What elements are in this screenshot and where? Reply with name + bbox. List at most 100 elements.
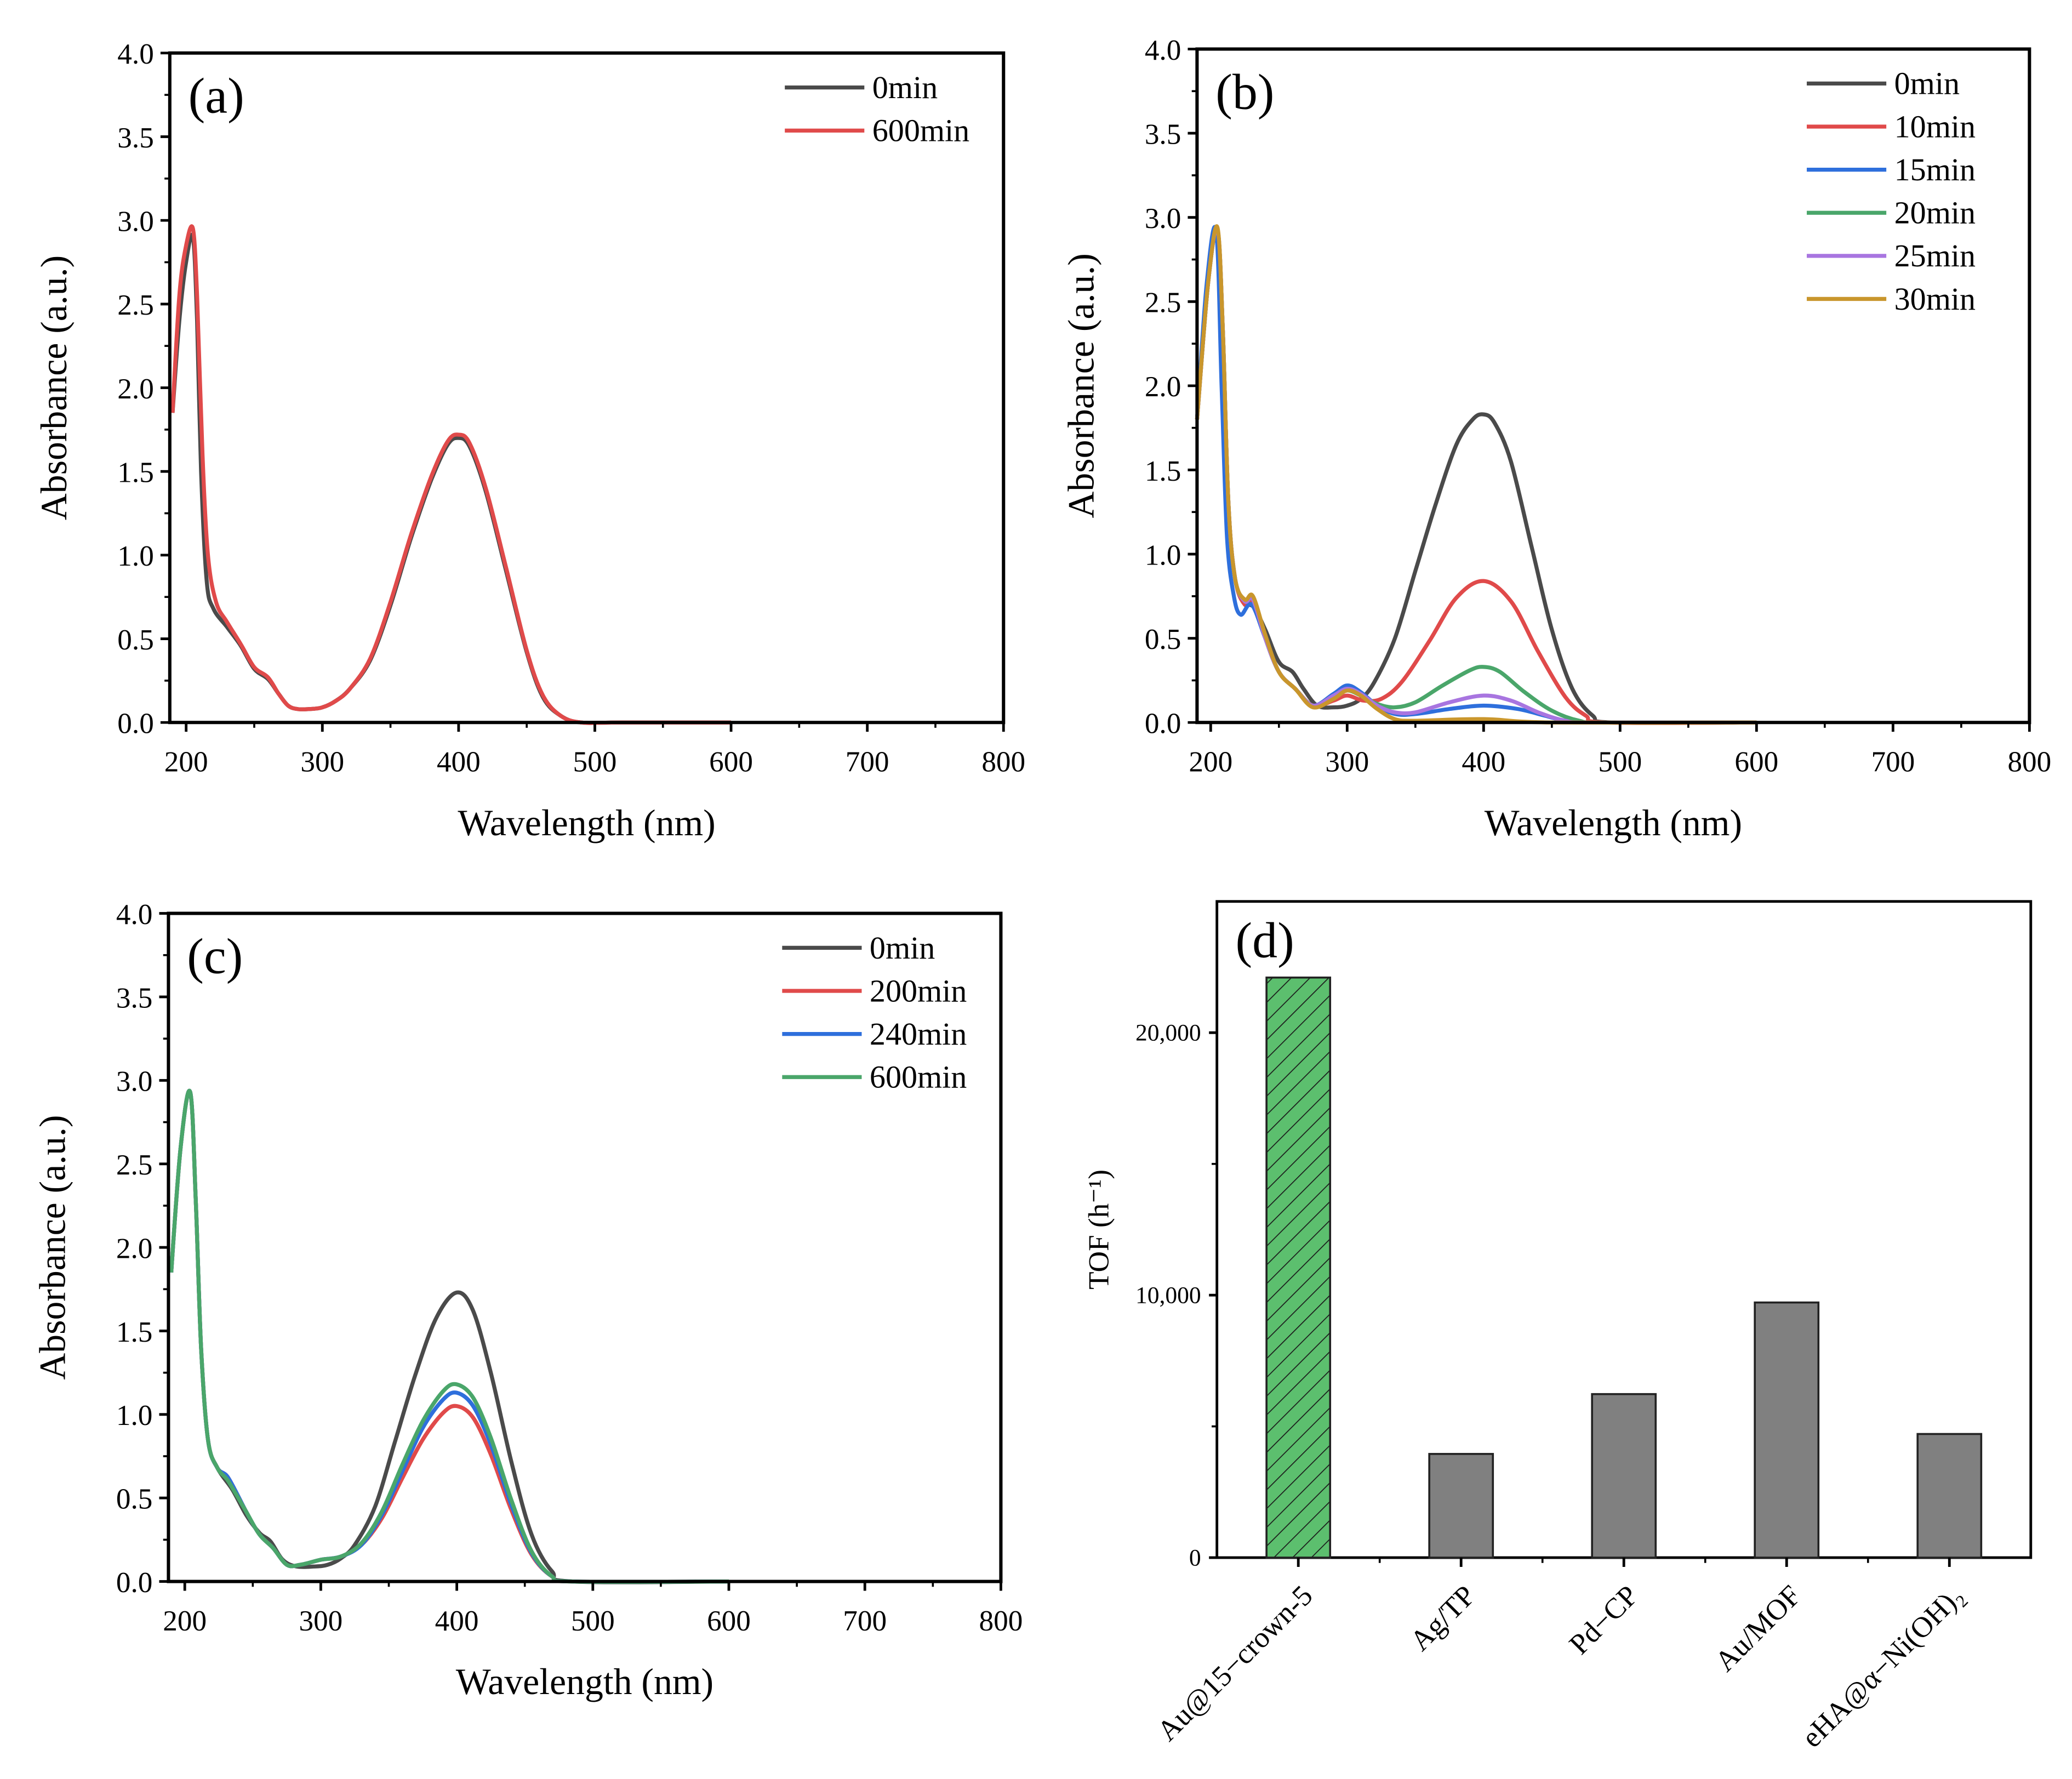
series-line-600min (170, 224, 731, 725)
legend-label-20min: 20min (1894, 195, 1976, 231)
y-tick-label: 0.0 (1145, 708, 1181, 740)
x-tick-label: 200 (1189, 746, 1232, 778)
y-axis-title: Absorbance (a.u.) (33, 255, 75, 520)
series-line-200min (169, 1088, 729, 1584)
y-tick-label: 0.5 (1145, 623, 1181, 655)
y-tick-label: 2.0 (1145, 370, 1181, 403)
y-tick-label: 1.5 (1145, 455, 1181, 487)
x-axis-title: Wavelength (nm) (458, 802, 715, 843)
plot-frame (168, 51, 1006, 725)
x-tick-label: 200 (164, 746, 208, 778)
panel-a: 200 300 400 500 600 700 800 0.0 0.5 1.0 1.5 2.0 2.5 3… (33, 38, 1025, 843)
y-tick-label: 2.5 (116, 1149, 153, 1181)
legend-label-600min: 600min (872, 113, 969, 149)
x-tick-label: 600 (707, 1605, 751, 1637)
category-label: Pd−CP (1563, 1579, 1645, 1661)
x-tick-label: 800 (981, 746, 1025, 778)
bar-4 (1916, 1433, 1983, 1559)
y-axis-title: TOF (h⁻¹) (1082, 1170, 1115, 1290)
panel-label: (c) (187, 928, 243, 984)
x-tick-label: 500 (573, 746, 617, 778)
x-tick-label: 800 (979, 1605, 1023, 1637)
x-axis-title: Wavelength (nm) (1485, 802, 1742, 843)
y-tick-label: 10,000 (1135, 1282, 1201, 1309)
y-tick-label: 1.0 (116, 1399, 153, 1432)
y-tick-label: 3.0 (117, 205, 154, 237)
legend-label-30min: 30min (1894, 281, 1976, 317)
y-tick-label: 1.0 (1145, 539, 1181, 571)
y-tick-label: 2.0 (117, 373, 154, 405)
x-tick-label: 700 (846, 746, 889, 778)
y-tick-label: 3.0 (1145, 202, 1181, 235)
x-tick-label: 700 (843, 1605, 887, 1637)
panel-label: (d) (1236, 912, 1294, 968)
legend-label-25min: 25min (1894, 238, 1976, 273)
y-tick-label: 2.5 (117, 289, 154, 321)
series-line-25min (1195, 226, 1757, 725)
y-tick-label: 2.5 (1145, 287, 1181, 319)
x-tick-label: 600 (1734, 746, 1778, 778)
legend-label-0min: 0min (1894, 66, 1960, 101)
y-tick-label: 0.5 (116, 1483, 153, 1515)
y-tick-label: 2.0 (116, 1232, 153, 1264)
y-tick-label: 3.0 (116, 1065, 153, 1098)
series-line-600min (169, 1088, 729, 1584)
y-tick-label: 0.0 (116, 1566, 153, 1599)
series-line-10min (1195, 226, 1757, 725)
y-tick-label: 3.5 (117, 122, 154, 154)
plot-frame (167, 911, 1003, 1583)
x-tick-label: 800 (2007, 746, 2051, 778)
legend-label-0min: 0min (872, 70, 938, 105)
x-tick-label: 200 (163, 1605, 207, 1637)
legend-label-200min: 200min (870, 973, 967, 1008)
legend-label-240min: 240min (870, 1016, 967, 1052)
category-label: Au@15−crown-5 (1151, 1579, 1319, 1747)
bar-2 (1591, 1393, 1657, 1559)
legend-label-10min: 10min (1894, 109, 1976, 144)
x-tick-label: 400 (437, 746, 481, 778)
panel-label: (a) (189, 68, 244, 124)
y-axis-title: Absorbance (a.u.) (1061, 253, 1102, 518)
y-axis-title: Absorbance (a.u.) (32, 1115, 73, 1379)
x-tick-label: 700 (1871, 746, 1915, 778)
y-tick-label: 4.0 (116, 898, 153, 931)
x-axis-title: Wavelength (nm) (456, 1661, 714, 1702)
y-tick-label: 1.0 (117, 540, 154, 572)
x-tick-label: 300 (299, 1605, 343, 1637)
bar-3 (1754, 1301, 1820, 1559)
y-tick-label: 0.0 (117, 708, 154, 740)
y-tick-label: 1.5 (116, 1316, 153, 1348)
y-tick-label: 20,000 (1135, 1020, 1201, 1046)
y-tick-label: 4.0 (1145, 34, 1181, 66)
category-label: Ag/TP (1404, 1579, 1482, 1657)
y-tick-label: 0.5 (117, 624, 154, 656)
x-tick-label: 300 (300, 746, 344, 778)
panel-b: 200 300 400 500 600 700 800 0.0 0.5 1.0 1.5 2.0 2.5 3… (1061, 34, 2052, 843)
series-line-0min (170, 232, 731, 725)
series-line-30min (1195, 224, 1757, 725)
legend-label-600min: 600min (870, 1059, 967, 1095)
x-tick-label: 500 (571, 1605, 615, 1637)
bar-1 (1428, 1453, 1494, 1559)
series-line-240min (169, 1088, 729, 1584)
legend-label-0min: 0min (870, 930, 935, 966)
plot-frame (1195, 47, 2031, 725)
y-tick-label: 4.0 (117, 38, 154, 70)
series-line-0min (1195, 226, 1757, 725)
category-label: Au/MOF (1709, 1579, 1807, 1678)
y-tick-label: 0 (1189, 1545, 1201, 1571)
series-line-0min (169, 1088, 729, 1584)
x-tick-label: 500 (1598, 746, 1642, 778)
series-line-15min (1195, 225, 1757, 725)
panel-c: 200 300 400 500 600 700 800 0.0 0.5 1.0 1.5 2.0 2.5 3… (32, 898, 1023, 1702)
y-tick-label: 3.5 (1145, 118, 1181, 150)
bar-0 (1265, 976, 1332, 1559)
x-tick-label: 300 (1325, 746, 1369, 778)
category-label: eHA@α−Ni(OH)₂ (1795, 1579, 1970, 1753)
series-line-20min (1195, 226, 1757, 725)
y-tick-label: 1.5 (117, 457, 154, 489)
y-tick-label: 3.5 (116, 982, 153, 1014)
legend-label-15min: 15min (1894, 152, 1976, 187)
